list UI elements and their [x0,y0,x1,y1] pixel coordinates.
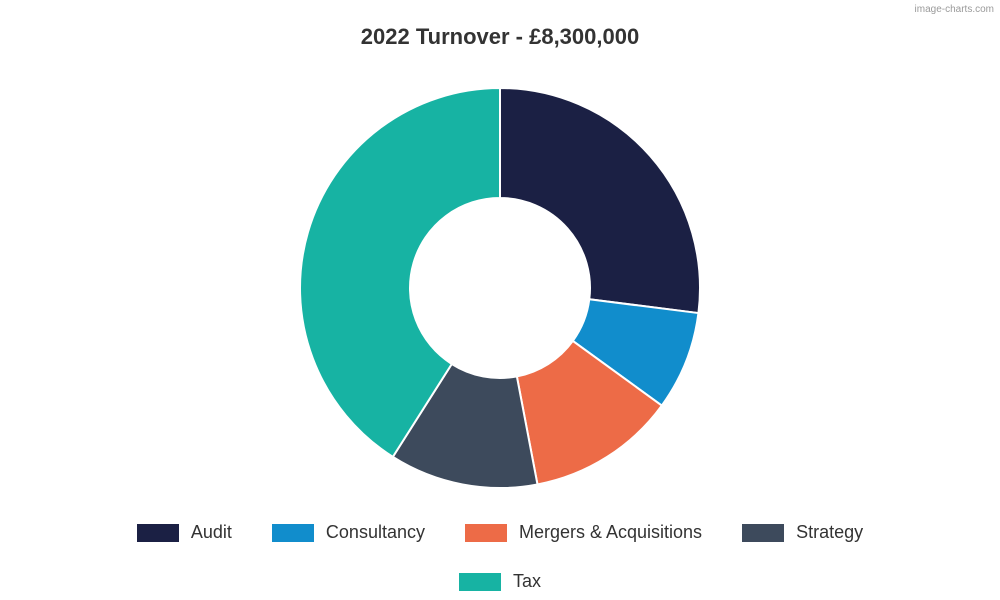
legend-item: Mergers & Acquisitions [465,522,702,543]
donut-slice [500,88,700,313]
legend-swatch [465,524,507,542]
chart-title: 2022 Turnover - £8,300,000 [0,0,1000,50]
legend-label: Mergers & Acquisitions [519,522,702,543]
legend-item: Strategy [742,522,863,543]
donut-chart [0,68,1000,508]
watermark-text: image-charts.com [915,4,994,15]
legend-swatch [459,573,501,591]
legend-swatch [742,524,784,542]
legend-item: Tax [459,571,541,592]
legend-label: Tax [513,571,541,592]
legend-item: Audit [137,522,232,543]
legend-item: Consultancy [272,522,425,543]
legend-label: Audit [191,522,232,543]
legend-label: Consultancy [326,522,425,543]
legend-label: Strategy [796,522,863,543]
legend-swatch [272,524,314,542]
chart-legend: Audit Consultancy Mergers & Acquisitions St… [50,508,950,592]
legend-swatch [137,524,179,542]
donut-svg [280,68,720,508]
